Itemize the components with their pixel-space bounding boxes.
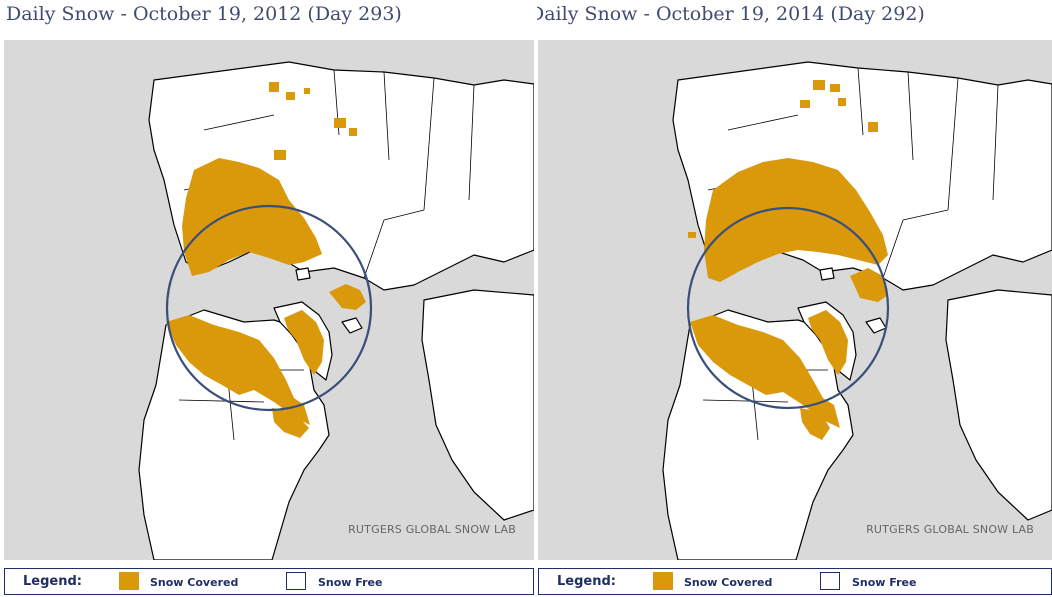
svalbard-landmass [819, 267, 835, 281]
legend-title: Legend: [23, 574, 82, 589]
svalbard-landmass [295, 267, 311, 281]
iceland-landmass [865, 317, 887, 334]
map-svg [138, 61, 534, 560]
snow-region-quebec [800, 408, 830, 440]
map-title: Daily Snow - October 19, 2012 (Day 293) [6, 3, 402, 25]
snow-free-label: Snow Free [852, 576, 917, 589]
snow-covered-swatch [119, 572, 139, 590]
map-svg [662, 61, 1052, 560]
snow-region-north-america [690, 315, 840, 428]
legend: Legend: Snow Covered Snow Free [4, 568, 534, 595]
iceland-landmass [341, 317, 363, 334]
snow-region-scandinavia [850, 268, 888, 302]
arctic-circle-outline [686, 206, 890, 410]
snow-region-siberia [704, 158, 888, 282]
snow-cover-map: RUTGERS GLOBAL SNOW LAB [4, 40, 534, 560]
snow-region-greenland [808, 310, 848, 375]
snow-cover-map: RUTGERS GLOBAL SNOW LAB [538, 40, 1052, 560]
map-panel-2012: Daily Snow - October 19, 2012 (Day 293) [4, 3, 534, 595]
snow-covered-label: Snow Covered [684, 576, 773, 589]
snow-region-quebec [272, 408, 309, 438]
africa-landmass [945, 289, 1052, 521]
snow-free-label: Snow Free [318, 576, 383, 589]
snow-region-north-america [166, 315, 310, 425]
legend-title: Legend: [557, 574, 616, 589]
legend: Legend: Snow Covered Snow Free [538, 568, 1052, 595]
arctic-circle-outline [165, 204, 373, 412]
snow-cover-areas [688, 80, 888, 440]
source-credit: RUTGERS GLOBAL SNOW LAB [866, 523, 1034, 536]
snow-cover-areas [166, 82, 366, 438]
snow-free-swatch [820, 572, 840, 590]
map-panel-2014: Daily Snow - October 19, 2014 (Day 292) [537, 0, 1052, 597]
snow-region-scandinavia [329, 284, 366, 310]
africa-landmass [421, 289, 534, 521]
snow-region-greenland [284, 310, 324, 375]
source-credit: RUTGERS GLOBAL SNOW LAB [348, 523, 516, 536]
snow-covered-label: Snow Covered [150, 576, 239, 589]
map-title: Daily Snow - October 19, 2014 (Day 292) [537, 3, 925, 25]
snow-covered-swatch [653, 572, 673, 590]
snow-free-swatch [286, 572, 306, 590]
snow-region-siberia [182, 158, 322, 276]
